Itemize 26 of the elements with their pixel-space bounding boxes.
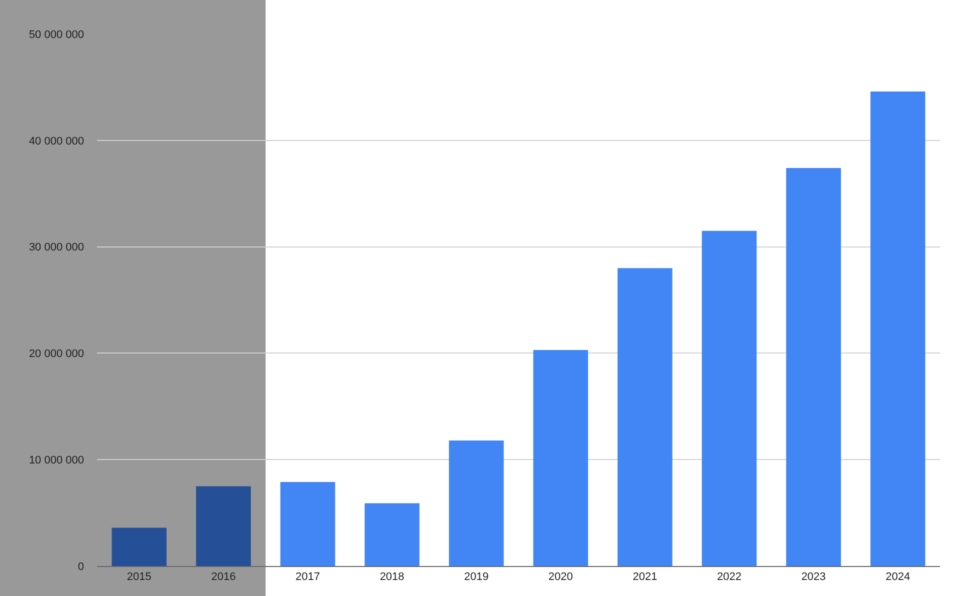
x-tick-label: 2024: [886, 571, 910, 584]
bar: [280, 482, 336, 566]
bar: [196, 486, 251, 566]
x-tick-label: 2015: [126, 571, 152, 584]
y-tick-label: 0: [78, 560, 84, 573]
y-tick-label: 30 000 000: [28, 242, 84, 254]
x-tick-label: 2019: [464, 571, 489, 584]
x-tick-label: 2020: [548, 571, 573, 584]
bar: [702, 230, 757, 566]
x-tick-label: 2023: [801, 571, 826, 584]
bar: [618, 268, 672, 566]
y-tick-label: 20 000 000: [28, 348, 84, 360]
x-tick-label: 2017: [296, 571, 320, 584]
bar: [786, 168, 841, 566]
x-tick-label: 2022: [717, 571, 742, 584]
x-tick-label: 2018: [380, 571, 404, 584]
bar: [870, 91, 926, 566]
y-tick-label: 10 000 000: [28, 454, 84, 466]
bar: [112, 528, 167, 566]
bar: [364, 503, 420, 566]
y-tick-label: 40 000 000: [28, 135, 84, 148]
bar: [533, 350, 588, 566]
x-tick-label: 2016: [211, 571, 236, 584]
y-tick-label: 50 000 000: [28, 28, 84, 41]
x-tick-label: 2021: [632, 571, 658, 584]
bar: [448, 440, 504, 566]
